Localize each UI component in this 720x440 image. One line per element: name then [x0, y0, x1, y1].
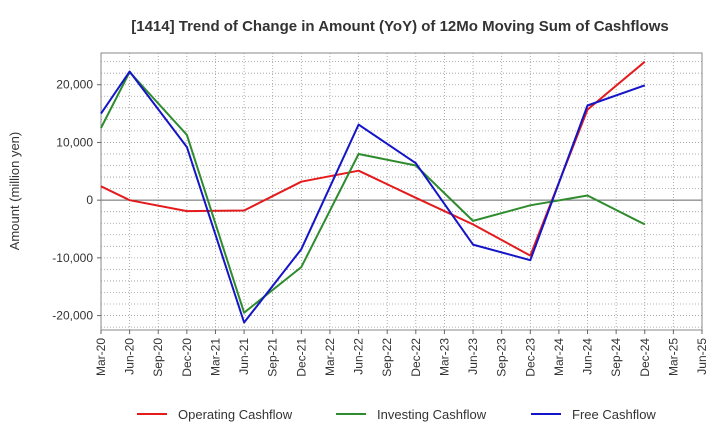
y-axis-label: Amount (million yen): [7, 132, 22, 251]
x-tick-label: Mar-20: [94, 338, 108, 376]
y-tick-label: -10,000: [52, 251, 93, 265]
x-tick-label: Dec-22: [409, 338, 423, 377]
free-cashflow-legend-label: Free Cashflow: [572, 407, 656, 422]
x-tick-label: Sep-23: [495, 338, 509, 377]
x-tick-label: Sep-22: [380, 338, 394, 377]
x-tick-label: Dec-24: [638, 338, 652, 377]
x-tick-label: Jun-24: [581, 338, 595, 375]
operating-cashflow-line: [100, 60, 646, 257]
legend: Operating Cashflow Investing Cashflow Free…: [137, 407, 656, 422]
x-tick-label: Sep-20: [151, 338, 165, 377]
x-tick-label: Dec-21: [294, 338, 308, 377]
x-tick-label: Dec-23: [523, 338, 537, 377]
plot-frame: [100, 52, 703, 331]
series-lines: [100, 60, 646, 324]
x-tick-label: Sep-24: [609, 338, 623, 377]
x-tick-label: Mar-24: [552, 338, 566, 376]
x-tick-label: Mar-23: [437, 338, 451, 376]
x-tick-label: Jun-21: [237, 338, 251, 375]
y-tick-label: 0: [86, 193, 93, 207]
x-axis-ticks: Mar-20 Jun-20 Sep-20 Dec-20 Mar-21 Jun-21 Sep-…: [94, 330, 709, 377]
operating-cashflow-legend-label: Operating Cashflow: [178, 407, 293, 422]
free-cashflow-line: [100, 70, 646, 324]
y-tick-label: -20,000: [52, 309, 93, 323]
x-tick-label: Sep-21: [266, 338, 280, 377]
y-tick-label: 10,000: [56, 135, 93, 149]
x-tick-label: Mar-21: [208, 338, 222, 376]
investing-cashflow-line: [100, 71, 646, 314]
y-tick-label: 20,000: [56, 78, 93, 92]
x-tick-label: Mar-25: [666, 338, 680, 376]
x-tick-label: Jun-22: [352, 338, 366, 375]
y-axis-ticks: -20,000 -10,000 0 10,000 20,000: [52, 78, 101, 323]
grid: [100, 53, 703, 330]
x-tick-label: Dec-20: [180, 338, 194, 377]
x-tick-label: Jun-23: [466, 338, 480, 375]
chart-title: [1414] Trend of Change in Amount (YoY) o…: [131, 18, 669, 35]
x-tick-label: Mar-22: [323, 338, 337, 376]
x-tick-label: Jun-20: [123, 338, 137, 375]
investing-cashflow-legend-label: Investing Cashflow: [377, 407, 487, 422]
x-tick-label: Jun-25: [695, 338, 709, 375]
